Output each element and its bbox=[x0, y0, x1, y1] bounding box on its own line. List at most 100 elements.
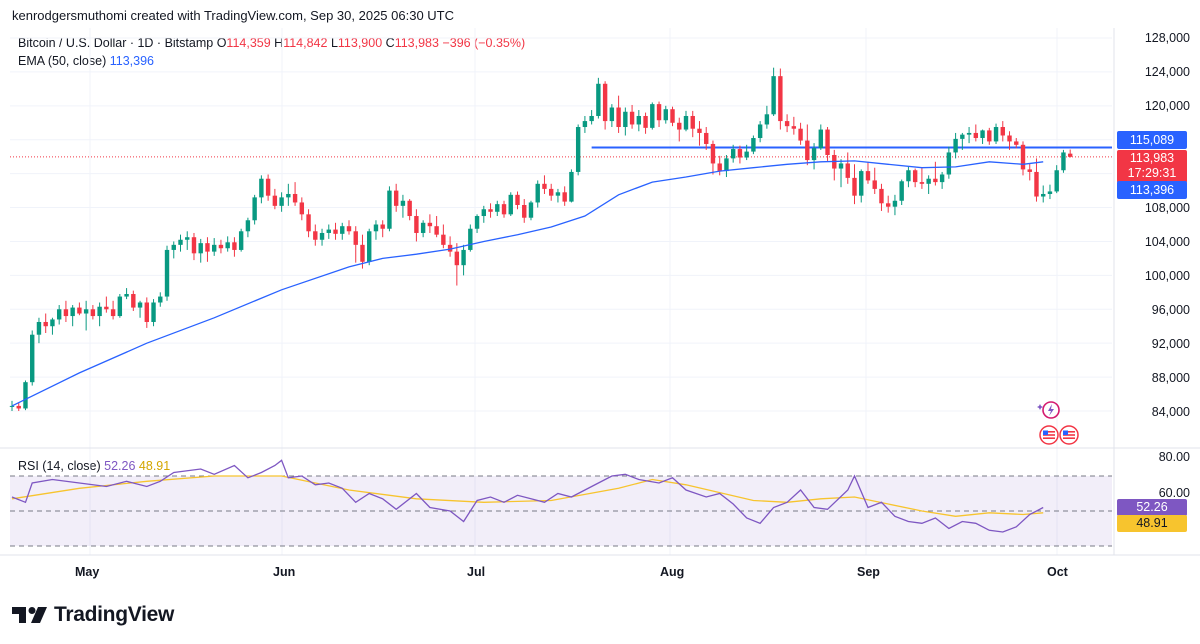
lightning-event-icon[interactable] bbox=[1037, 400, 1061, 420]
candle-body bbox=[636, 115, 642, 125]
candle-body bbox=[90, 309, 96, 317]
candle-body bbox=[987, 130, 992, 142]
candle-body bbox=[16, 405, 21, 409]
price-axis-label: 128,000 bbox=[1144, 31, 1190, 45]
candle-body bbox=[960, 134, 965, 139]
candle-body bbox=[852, 177, 857, 196]
candle-body bbox=[117, 296, 123, 317]
price-axis-label: 124,000 bbox=[1144, 65, 1190, 79]
candle-body bbox=[886, 203, 891, 207]
ema-legend[interactable]: EMA (50, close) 113,396 bbox=[18, 54, 154, 68]
candle-body bbox=[407, 200, 412, 217]
candle-body bbox=[778, 76, 783, 122]
ema-value: 113,396 bbox=[109, 54, 154, 68]
candle-body bbox=[663, 109, 668, 121]
candle-body bbox=[562, 192, 567, 202]
price-axis-label: 104,000 bbox=[1144, 235, 1190, 249]
candle-body bbox=[892, 200, 898, 207]
candle-body bbox=[845, 163, 850, 178]
candle-body bbox=[616, 107, 621, 128]
candle-body bbox=[656, 104, 662, 121]
candle-body bbox=[77, 307, 82, 314]
candle-body bbox=[171, 244, 176, 250]
candle-body bbox=[326, 229, 331, 233]
candle-body bbox=[912, 170, 918, 183]
change-value: −396 (−0.35%) bbox=[442, 36, 526, 50]
candle-body bbox=[151, 302, 156, 322]
candle-body bbox=[131, 294, 136, 308]
candle-body bbox=[1000, 127, 1005, 136]
candle-body bbox=[730, 149, 736, 159]
candle-body bbox=[522, 205, 527, 218]
time-axis-label: Oct bbox=[1047, 565, 1068, 579]
candle-body bbox=[164, 249, 170, 297]
candle-body bbox=[879, 188, 884, 204]
candle-body bbox=[205, 243, 210, 252]
candle-body bbox=[939, 174, 945, 183]
candle-body bbox=[286, 193, 291, 198]
candle-body bbox=[555, 192, 561, 196]
time-axis-label: Jul bbox=[467, 565, 486, 579]
candle-body bbox=[1007, 135, 1012, 142]
candle-body bbox=[367, 231, 372, 262]
candle-body bbox=[966, 132, 972, 135]
us-flag-icon[interactable] bbox=[1059, 425, 1079, 445]
candle-body bbox=[30, 334, 35, 383]
candle-body bbox=[454, 251, 460, 266]
candle-body bbox=[899, 181, 904, 201]
symbol-name[interactable]: Bitcoin / U.S. Dollar · 1D · Bitstamp bbox=[18, 36, 214, 50]
candle-body bbox=[468, 228, 473, 250]
time-axis-label: May bbox=[75, 565, 100, 579]
candle-body bbox=[528, 202, 534, 218]
candle-body bbox=[387, 190, 392, 229]
candle-body bbox=[751, 138, 756, 152]
candle-body bbox=[859, 171, 864, 196]
candle-body bbox=[569, 171, 574, 202]
close-value: 113,983 bbox=[394, 36, 439, 50]
candle-body bbox=[313, 231, 318, 240]
candle-body bbox=[373, 224, 379, 232]
candle-body bbox=[50, 319, 55, 327]
candle-body bbox=[764, 114, 770, 125]
rsi-label: RSI (14, close) bbox=[18, 459, 101, 473]
candle-body bbox=[1027, 169, 1032, 172]
chart-credit: kenrodgersmuthomi created with TradingVi… bbox=[12, 8, 454, 23]
candle-body bbox=[427, 222, 433, 227]
rsi-legend[interactable]: RSI (14, close) 52.26 48.91 bbox=[18, 459, 170, 473]
candle-body bbox=[279, 197, 284, 206]
candle-body bbox=[643, 115, 648, 128]
candle-body bbox=[400, 200, 406, 206]
candle-body bbox=[360, 244, 365, 262]
candle-body bbox=[265, 178, 271, 196]
open-value: 114,359 bbox=[226, 36, 271, 50]
candle-body bbox=[771, 76, 776, 115]
price-axis-label: 84,000 bbox=[1151, 405, 1190, 419]
tradingview-logo[interactable]: TradingView bbox=[12, 602, 174, 628]
candle-body bbox=[178, 239, 183, 245]
candle-body bbox=[185, 237, 190, 240]
candle-body bbox=[1020, 144, 1026, 170]
us-flag-icon[interactable] bbox=[1039, 425, 1059, 445]
candle-body bbox=[838, 163, 844, 169]
candle-body bbox=[508, 194, 513, 215]
candle-body bbox=[137, 302, 143, 308]
candle-body bbox=[798, 128, 803, 141]
candle-body bbox=[198, 243, 203, 254]
brand-name: TradingView bbox=[54, 603, 175, 626]
candle-body bbox=[1067, 153, 1073, 157]
candle-body bbox=[191, 237, 197, 254]
candle-body bbox=[299, 202, 305, 215]
candle-body bbox=[1047, 191, 1053, 194]
candle-body bbox=[549, 188, 554, 196]
candle-body bbox=[784, 121, 790, 127]
candle-body bbox=[104, 306, 109, 310]
candle-body bbox=[704, 132, 709, 144]
candle-body bbox=[306, 214, 311, 232]
candle-body bbox=[414, 216, 419, 233]
candle-body bbox=[346, 226, 352, 232]
candle-body bbox=[488, 209, 493, 212]
candle-body bbox=[420, 222, 426, 233]
candle-body bbox=[744, 151, 749, 158]
candle-body bbox=[946, 152, 952, 175]
